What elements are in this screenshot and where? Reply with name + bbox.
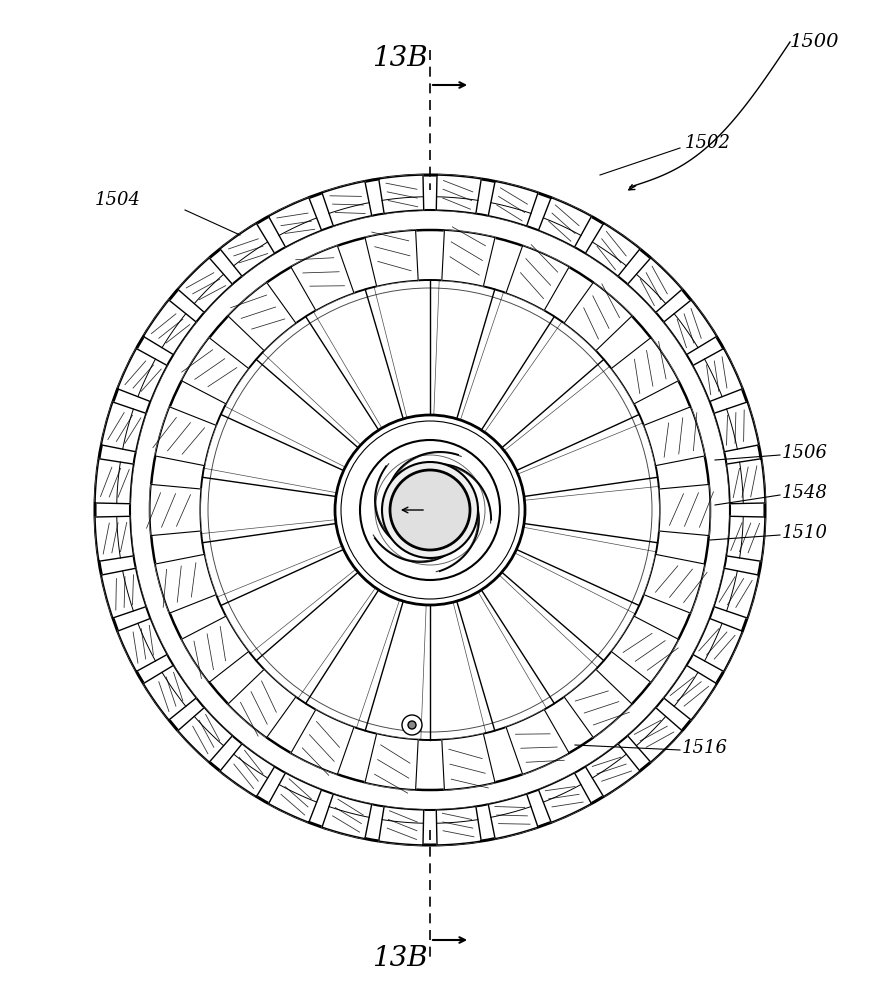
Circle shape: [382, 462, 478, 558]
Polygon shape: [150, 484, 201, 536]
Polygon shape: [436, 175, 481, 214]
Polygon shape: [442, 734, 495, 790]
Polygon shape: [506, 710, 569, 774]
Polygon shape: [564, 283, 632, 351]
Polygon shape: [664, 665, 716, 720]
Polygon shape: [118, 618, 167, 671]
Polygon shape: [95, 516, 134, 561]
Polygon shape: [322, 181, 371, 226]
Polygon shape: [228, 283, 296, 351]
Text: 1516: 1516: [682, 739, 728, 757]
Polygon shape: [436, 806, 481, 845]
Polygon shape: [181, 616, 249, 682]
Polygon shape: [220, 223, 275, 276]
Polygon shape: [95, 459, 134, 504]
Polygon shape: [322, 794, 371, 839]
Text: 1506: 1506: [782, 444, 828, 462]
Polygon shape: [118, 349, 167, 402]
Polygon shape: [291, 246, 354, 310]
Polygon shape: [714, 402, 759, 452]
Polygon shape: [181, 338, 249, 404]
Polygon shape: [659, 484, 710, 536]
Polygon shape: [506, 246, 569, 310]
Polygon shape: [693, 618, 743, 671]
Text: 13B: 13B: [372, 944, 428, 972]
Polygon shape: [178, 708, 232, 762]
Polygon shape: [228, 669, 296, 737]
Polygon shape: [627, 258, 682, 312]
Polygon shape: [585, 744, 640, 797]
Polygon shape: [178, 258, 232, 312]
Polygon shape: [727, 459, 765, 504]
Polygon shape: [612, 338, 678, 404]
Circle shape: [402, 715, 422, 735]
Polygon shape: [268, 773, 321, 822]
Polygon shape: [365, 734, 418, 790]
Polygon shape: [378, 175, 423, 214]
Text: 1500: 1500: [790, 33, 840, 51]
Polygon shape: [143, 300, 196, 355]
Polygon shape: [585, 223, 640, 276]
Polygon shape: [101, 402, 146, 452]
Circle shape: [335, 415, 525, 605]
Polygon shape: [644, 407, 705, 466]
Polygon shape: [101, 568, 146, 618]
Polygon shape: [664, 300, 716, 355]
Polygon shape: [488, 794, 538, 839]
Polygon shape: [644, 554, 705, 613]
Polygon shape: [714, 568, 759, 618]
Polygon shape: [442, 230, 495, 286]
Text: 1548: 1548: [782, 484, 828, 502]
Polygon shape: [564, 669, 632, 737]
Polygon shape: [268, 198, 321, 247]
Text: 1510: 1510: [782, 524, 828, 542]
Text: 1502: 1502: [685, 134, 731, 152]
Polygon shape: [291, 710, 354, 774]
Polygon shape: [488, 181, 538, 226]
Circle shape: [408, 721, 416, 729]
Polygon shape: [612, 616, 678, 682]
Polygon shape: [220, 744, 275, 797]
Polygon shape: [539, 773, 591, 822]
Polygon shape: [155, 407, 216, 466]
Polygon shape: [627, 708, 682, 762]
Polygon shape: [365, 230, 418, 286]
Polygon shape: [143, 665, 196, 720]
Polygon shape: [539, 198, 591, 247]
Polygon shape: [727, 516, 765, 561]
Text: 1504: 1504: [95, 191, 141, 209]
Polygon shape: [155, 554, 216, 613]
Text: 13B: 13B: [372, 44, 428, 72]
Polygon shape: [693, 349, 743, 402]
Circle shape: [360, 440, 500, 580]
Circle shape: [390, 470, 470, 550]
Polygon shape: [378, 806, 423, 845]
